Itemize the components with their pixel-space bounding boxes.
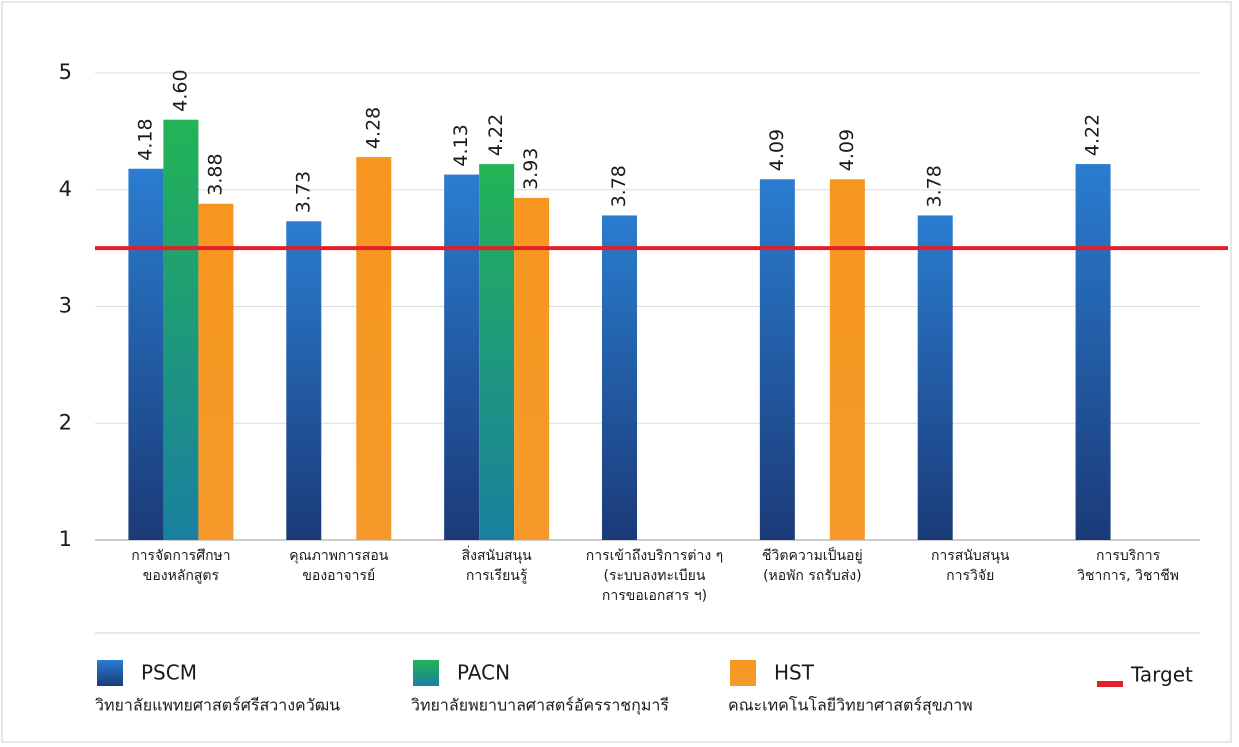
legend-label: PSCM [141,661,197,685]
value-label: 3.78 [608,165,630,207]
bar [286,221,322,540]
value-label: 4.09 [836,129,858,171]
x-tick-label: การสนับสนุน [931,548,1010,564]
value-label: 4.09 [766,129,788,171]
x-tick-label: สิ่งสนับสนุน [462,546,532,564]
value-label: 3.88 [204,153,226,195]
legend-label: Target [1130,663,1193,687]
bar [128,168,164,541]
bar [602,215,637,540]
legend-swatch [730,660,756,686]
x-tick-label: ของหลักสูตร [143,568,220,584]
y-tick-label: 3 [59,294,72,318]
x-tick-label: การเข้าถึงบริการต่าง ๆ [586,548,723,564]
value-label: 4.28 [362,107,384,149]
bar [1075,164,1111,540]
value-label: 4.18 [134,118,156,160]
bar [759,179,795,540]
value-label: 3.93 [520,148,542,190]
bar [917,215,953,540]
legend-description: คณะเทคโนโลยีวิทยาศาสตร์สุขภาพ [728,696,973,716]
x-tick-label: (หอพัก รถรับส่ง) [763,568,862,584]
value-label: 3.78 [924,165,946,207]
y-tick-label: 1 [59,527,72,551]
value-label: 4.22 [485,114,507,156]
legend-label: PACN [457,661,510,685]
value-label: 3.73 [292,171,314,213]
legend-swatch [1097,681,1123,687]
legend-description: วิทยาลัยพยาบาลศาสตร์อัครราชกุมารี [411,696,669,716]
x-tick-label: คุณภาพการสอน [289,548,388,564]
bar [514,197,550,541]
x-tick-label: การวิจัย [946,568,994,584]
bar [829,179,865,540]
value-label: 4.13 [450,124,472,166]
x-tick-label: วิชาการ, วิชาชีพ [1077,568,1179,584]
bar [198,203,234,540]
bar [163,119,199,540]
x-tick-label: การขอเอกสาร ฯ) [602,588,707,604]
value-label: 4.60 [169,69,191,111]
x-tick-label: การจัดการศึกษา [131,548,230,564]
bar [444,174,480,540]
y-tick-label: 4 [59,177,72,201]
x-tick-label: ชีวิตความเป็นอยู่ [762,546,863,564]
x-tick-label: (ระบบลงทะเบียน [604,568,706,584]
bar [479,164,515,540]
legend-label: HST [774,661,815,685]
y-tick-label: 2 [59,410,72,434]
legend-swatch [413,660,439,686]
y-tick-label: 5 [59,60,72,84]
legend-description: วิทยาลัยแพทยศาสตร์ศรีสวางควัฒน [95,696,340,715]
legend-swatch [97,660,123,686]
x-tick-label: การบริการ [1096,548,1161,564]
x-tick-label: การเรียนรู้ [466,568,528,584]
bar [356,157,392,540]
value-label: 4.22 [1082,114,1104,156]
x-tick-label: ของอาจารย์ [302,567,375,584]
